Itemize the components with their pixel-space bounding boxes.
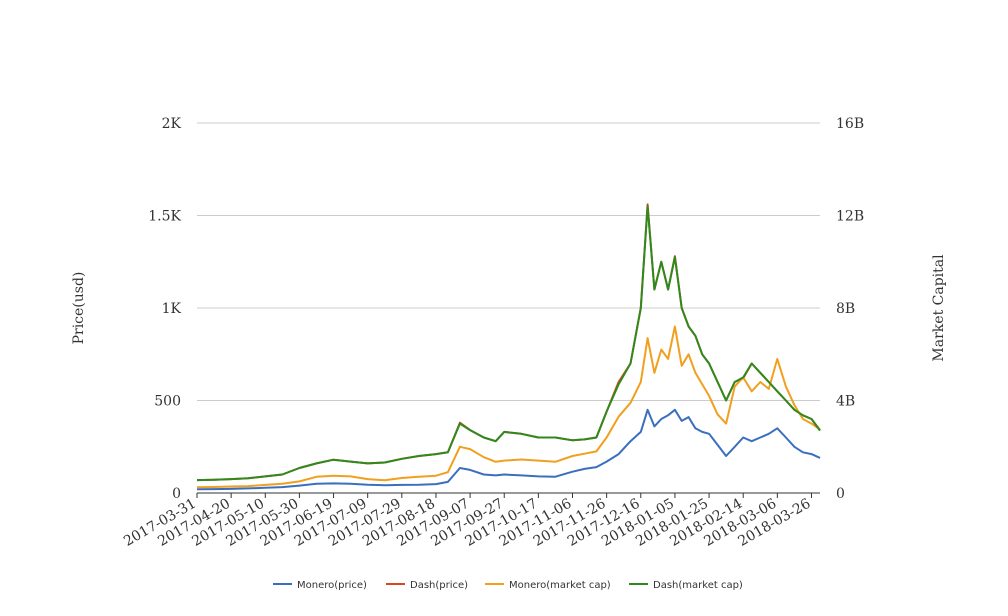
series-lines	[196, 203, 821, 491]
legend-item: Dash(market cap)	[629, 580, 743, 591]
series-line-dash-market-cap	[196, 205, 821, 482]
left-axis-title: Price(usd)	[71, 272, 87, 345]
right-tick-label: 0	[836, 486, 845, 502]
legend-item: Monero(price)	[273, 580, 367, 591]
series-line-monero-market-cap	[196, 325, 821, 489]
grid-lines	[197, 122, 820, 401]
left-tick-label: 2K	[162, 116, 182, 132]
legend-item: Dash(price)	[386, 580, 468, 591]
legend-label: Monero(price)	[297, 580, 367, 591]
series-line-monero-price	[196, 408, 821, 491]
left-tick-label: 0	[172, 486, 181, 502]
series-line-dash-price	[196, 203, 821, 482]
legend: Monero(price) Dash(price) Monero(market ca…	[273, 580, 743, 591]
legend-label: Monero(market cap)	[509, 580, 611, 591]
right-y-axis: 0 4B 8B 12B 16B	[836, 116, 864, 502]
right-axis-title: Market Capital	[931, 254, 947, 362]
right-tick-label: 8B	[836, 301, 855, 317]
legend-label: Dash(market cap)	[653, 580, 743, 591]
legend-label: Dash(price)	[410, 580, 468, 591]
right-tick-label: 12B	[836, 209, 864, 225]
left-y-axis: 0 500 1K 1.5K 2K	[148, 116, 181, 502]
legend-item: Monero(market cap)	[485, 580, 611, 591]
left-tick-label: 1K	[162, 301, 182, 317]
x-axis: 2017-03-312017-04-202017-05-102017-05-30…	[121, 492, 820, 550]
right-tick-label: 16B	[836, 116, 864, 132]
left-tick-label: 1.5K	[148, 209, 181, 225]
right-tick-label: 4B	[836, 394, 855, 410]
left-tick-label: 500	[154, 394, 181, 410]
